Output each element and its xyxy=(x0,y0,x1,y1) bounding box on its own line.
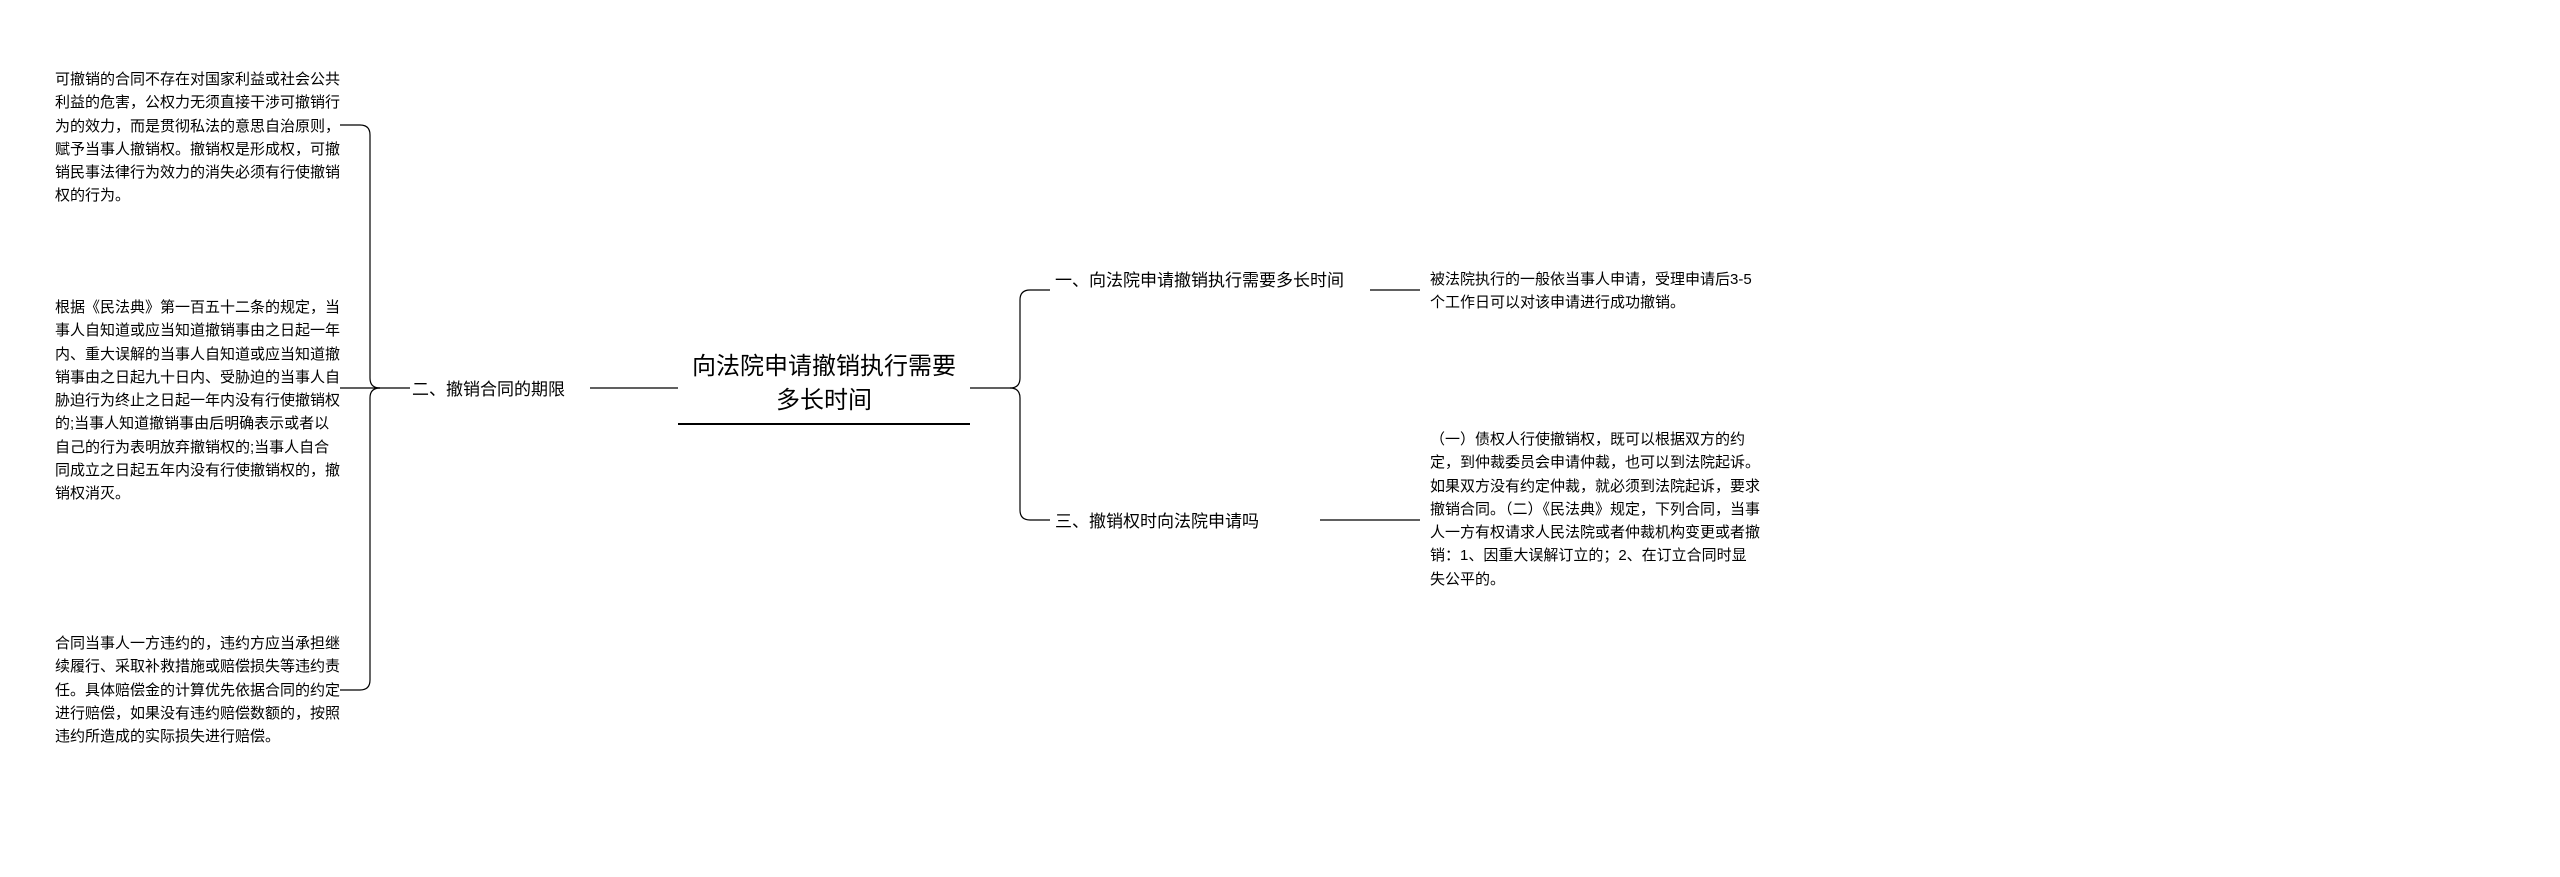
left-leaf-3-text: 合同当事人一方违约的，违约方应当承担继续履行、采取补救措施或赔偿损失等违约责任。… xyxy=(55,635,340,745)
right-branch-2-label: 三、撤销权时向法院申请吗 xyxy=(1055,512,1259,531)
root-node: 向法院申请撤销执行需要 多长时间 xyxy=(678,350,970,425)
root-line1: 向法院申请撤销执行需要 xyxy=(692,353,956,380)
right-branch-2: 三、撤销权时向法院申请吗 xyxy=(1055,509,1315,535)
right-branch-2-leaf-1: （一）债权人行使撤销权，既可以根据双方的约定，到仲裁委员会申请仲裁，也可以到法院… xyxy=(1430,428,1760,591)
left-leaf-3: 合同当事人一方违约的，违约方应当承担继续履行、采取补救措施或赔偿损失等违约责任。… xyxy=(55,632,340,748)
left-leaf-1-text: 可撤销的合同不存在对国家利益或社会公共利益的危害，公权力无须直接干涉可撤销行为的… xyxy=(55,71,340,204)
right-branch-1-leaf-1-text: 被法院执行的一般依当事人申请，受理申请后3-5个工作日可以对该申请进行成功撤销。 xyxy=(1430,271,1752,311)
left-branch: 二、撤销合同的期限 xyxy=(412,377,592,403)
left-leaf-1: 可撤销的合同不存在对国家利益或社会公共利益的危害，公权力无须直接干涉可撤销行为的… xyxy=(55,68,340,208)
right-branch-1-label: 一、向法院申请撤销执行需要多长时间 xyxy=(1055,271,1344,290)
right-branch-2-leaf-1-text: （一）债权人行使撤销权，既可以根据双方的约定，到仲裁委员会申请仲裁，也可以到法院… xyxy=(1430,431,1760,588)
right-branch-1: 一、向法院申请撤销执行需要多长时间 xyxy=(1055,268,1365,294)
left-leaf-2: 根据《民法典》第一百五十二条的规定，当事人自知道或应当知道撤销事由之日起一年内、… xyxy=(55,296,340,505)
root-line2: 多长时间 xyxy=(776,387,872,414)
mindmap-connectors xyxy=(0,0,2560,877)
left-branch-label: 二、撤销合同的期限 xyxy=(412,380,565,399)
right-branch-1-leaf-1: 被法院执行的一般依当事人申请，受理申请后3-5个工作日可以对该申请进行成功撤销。 xyxy=(1430,268,1760,315)
left-leaf-2-text: 根据《民法典》第一百五十二条的规定，当事人自知道或应当知道撤销事由之日起一年内、… xyxy=(55,299,340,502)
